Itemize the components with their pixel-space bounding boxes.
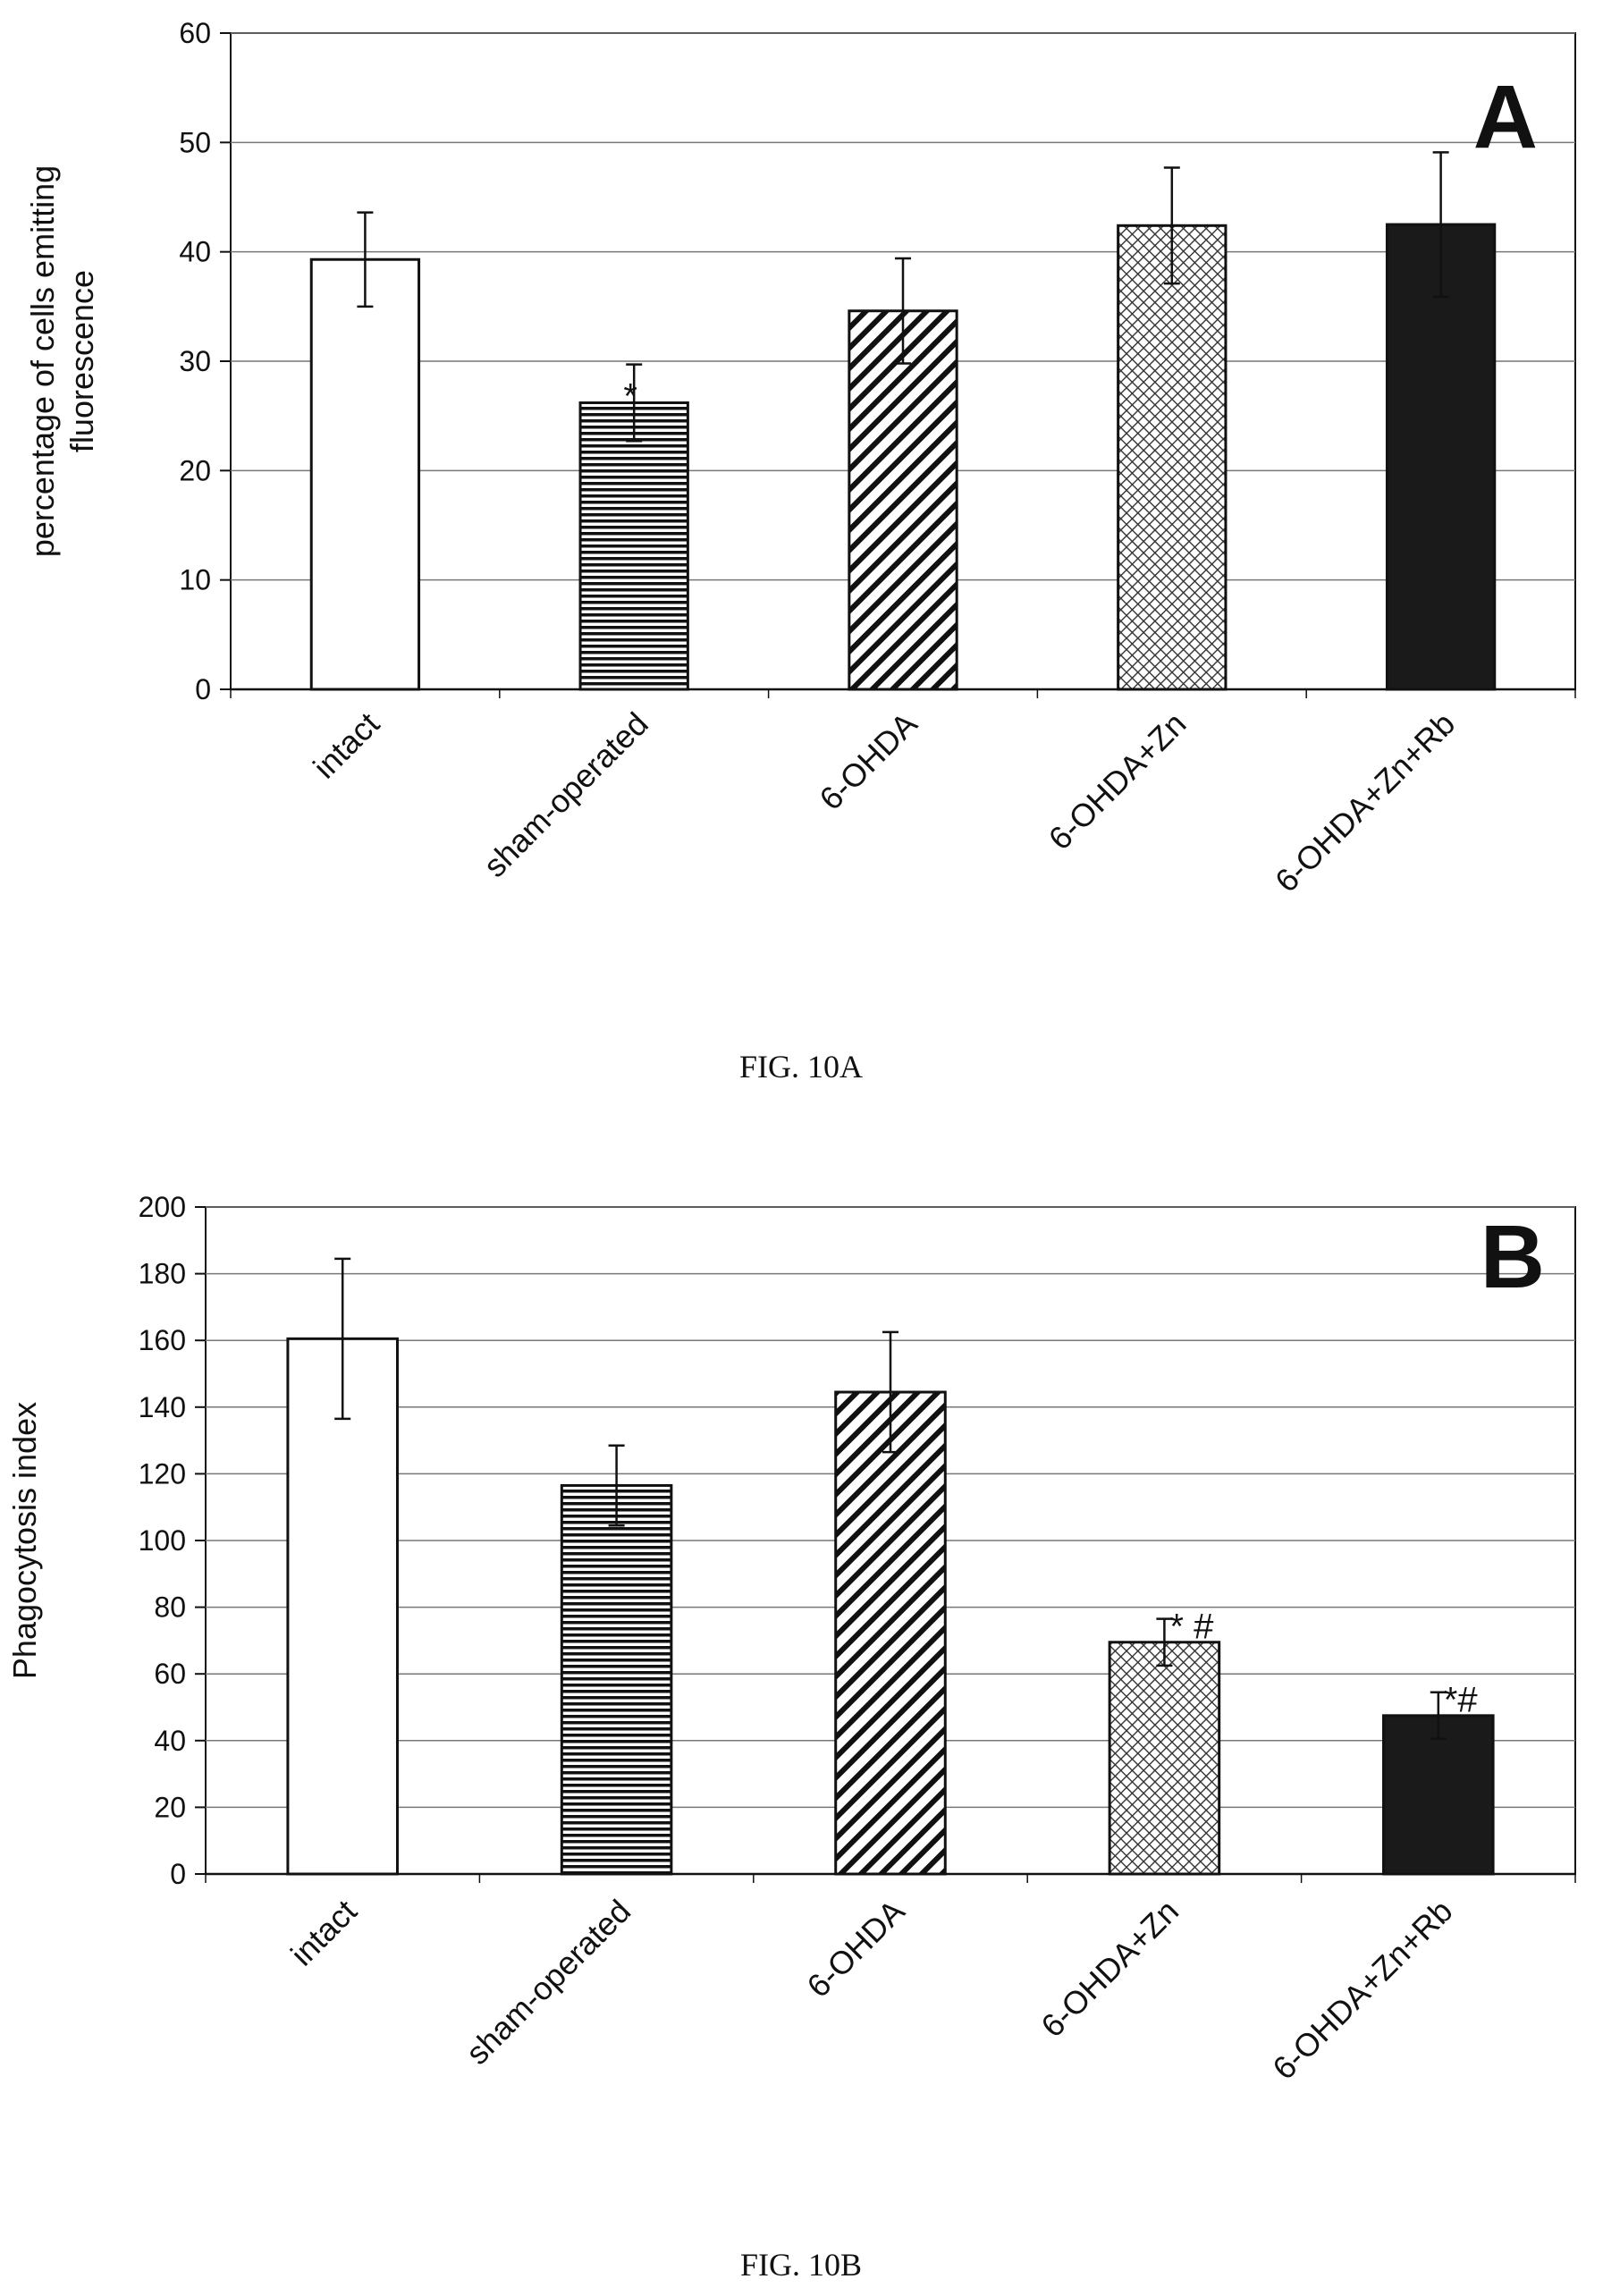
y-tick-label: 20 [179,454,211,486]
bar [1382,1714,1495,1876]
x-category-label: sham-operated [477,705,655,884]
y-tick-label: 180 [139,1258,186,1290]
y-tick-label: 60 [154,1658,186,1690]
y-axis-label: percentage of cells emitting [24,165,61,557]
x-category-label: 6-OHDA+Zn [1042,705,1194,857]
y-tick-label: 30 [179,345,211,377]
bar [1385,223,1497,691]
y-tick-label: 80 [154,1591,186,1624]
y-tick-label: 0 [195,673,211,705]
y-tick-label: 60 [179,17,211,49]
bar [286,1337,399,1876]
bar [848,309,958,691]
y-tick-label: 120 [139,1457,186,1490]
x-category-label: 6-OHDA [812,705,924,817]
y-tick-label: 200 [139,1191,186,1223]
panel-label: A [1473,67,1538,167]
y-tick-label: 20 [154,1791,186,1823]
bar [1108,1641,1221,1876]
y-tick-label: 140 [139,1391,186,1423]
y-tick-label: 50 [179,126,211,158]
bar [1117,224,1228,691]
panel-label: B [1481,1207,1545,1307]
significance-annotation: *# [1444,1681,1479,1720]
figure-caption: FIG. 10B [740,2247,862,2283]
bar [309,257,421,691]
y-tick-label: 10 [179,564,211,596]
x-category-label: intact [283,1893,364,1973]
significance-annotation: * [623,376,637,416]
y-tick-label: 0 [170,1858,186,1890]
significance-annotation: * # [1169,1608,1214,1647]
x-category-label: 6-OHDA+Zn+Rb [1265,1893,1459,2087]
figure-caption: FIG. 10A [739,1049,863,1085]
x-category-label: 6-OHDA [799,1893,911,2005]
x-category-label: 6-OHDA+Zn [1034,1893,1185,2045]
y-tick-label: 40 [179,236,211,268]
bar [560,1483,673,1876]
x-category-label: 6-OHDA+Zn+Rb [1268,705,1462,899]
bar [578,401,689,691]
y-tick-label: 100 [139,1524,186,1557]
x-category-label: intact [306,705,386,786]
chart-b: 0 20 40 60 80 100 120 140 160 180 200 intact sham-op… [6,1191,1576,2283]
x-category-label: sham-operated [459,1893,637,2072]
y-axis-label: Phagocytosis index [6,1402,43,1679]
y-tick-label: 40 [154,1725,186,1757]
y-axis-label: fluorescence [63,270,100,452]
chart-a: 0 10 20 30 40 50 60 intact * sham-operated 6-OHDA 6… [24,17,1576,1085]
bar [834,1390,947,1876]
y-tick-label: 160 [139,1324,186,1356]
